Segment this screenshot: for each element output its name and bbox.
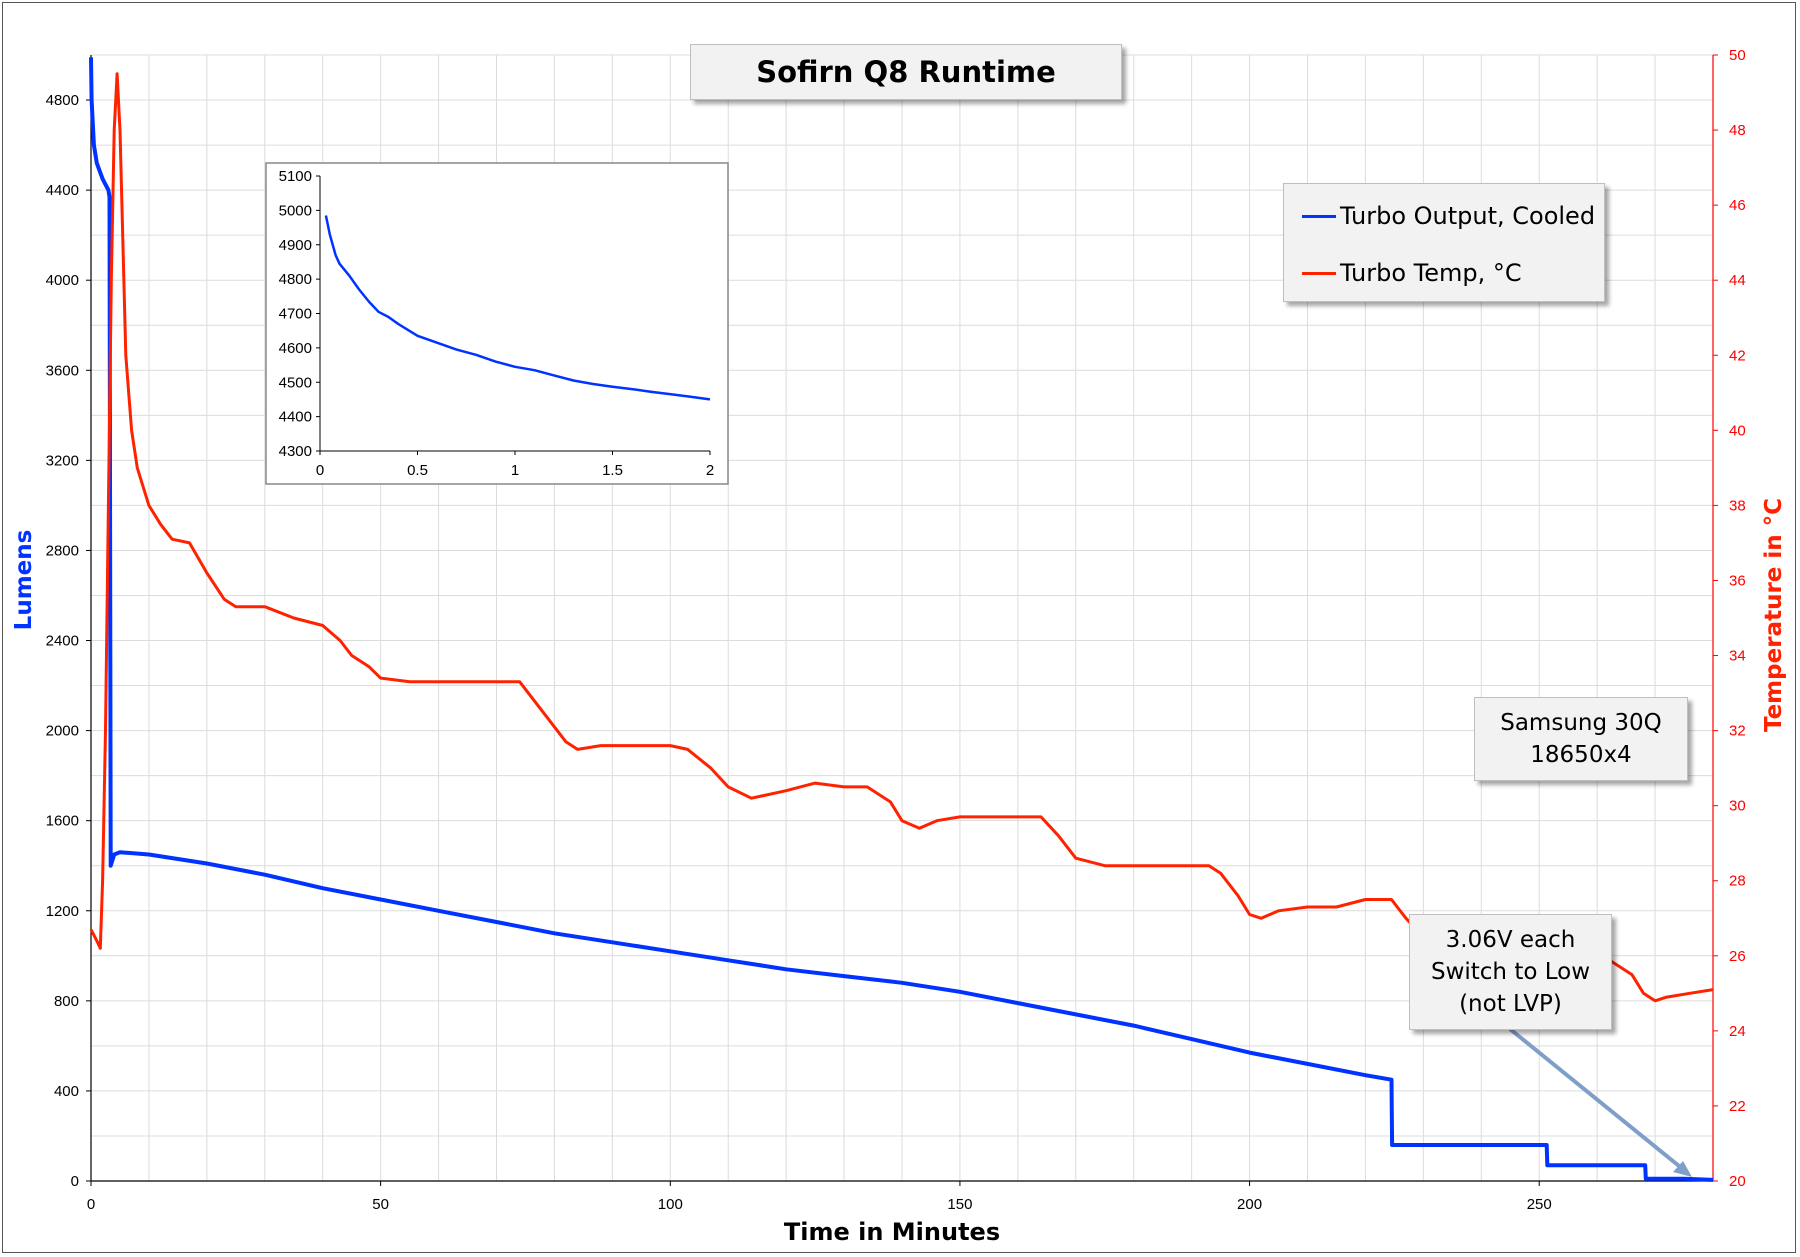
x-tick-label: 250: [1527, 1196, 1552, 1213]
inset-y-tick-label: 4700: [279, 306, 312, 323]
switch-arrow: [1508, 1027, 1692, 1177]
y-tick-label: 3200: [46, 452, 79, 469]
inset-x-tick-label: 0.5: [407, 462, 428, 479]
y2-tick-label: 24: [1729, 1023, 1746, 1040]
legend-label-temp: Turbo Temp, °C: [1340, 259, 1522, 287]
x-tick-label: 100: [658, 1196, 683, 1213]
y-tick-label: 1600: [46, 813, 79, 830]
y2-tick-label: 26: [1729, 948, 1746, 965]
inset-y-tick-label: 4800: [279, 271, 312, 288]
battery-annotation: Samsung 30Q 18650x4: [1474, 697, 1688, 781]
switch-line-3: (not LVP): [1459, 991, 1562, 1017]
x-tick-label: 200: [1237, 1196, 1262, 1213]
switch-line-2: Switch to Low: [1430, 959, 1591, 985]
y2-tick-label: 44: [1729, 272, 1746, 289]
switch-line-1: 3.06V each: [1445, 927, 1576, 953]
chart-title: Sofirn Q8 Runtime: [756, 55, 1056, 89]
y2-tick-label: 22: [1729, 1098, 1746, 1115]
inset-y-tick-label: 4600: [279, 340, 312, 357]
series-line-temp: [89, 72, 1714, 1003]
legend-swatch-output: [1302, 214, 1336, 218]
inset-x-tick-label: 1.5: [602, 462, 623, 479]
y2-axis-label: Temperature in °C: [1761, 498, 1787, 732]
y-tick-label: 4000: [46, 272, 79, 289]
inset-ticks: 4300 4400 4500 4600 4700 4800 4900 5000 5100 0 0.5…: [279, 168, 715, 479]
y-tick-label: 400: [54, 1083, 79, 1100]
y2-tick-label: 38: [1729, 497, 1746, 514]
y-axis-label: Lumens: [11, 530, 37, 631]
y2-tick-label: 36: [1729, 572, 1746, 589]
y2-tick-label: 32: [1729, 723, 1746, 740]
legend-label-output: Turbo Output, Cooled: [1340, 202, 1596, 230]
legend-entry-output: Turbo Output, Cooled: [1302, 199, 1595, 233]
inset-series-line-output: [324, 215, 711, 401]
switch-annotation: 3.06V each Switch to Low (not LVP): [1409, 914, 1612, 1030]
x-tick-label: 50: [372, 1196, 389, 1213]
x-axis-label: Time in Minutes: [784, 1218, 1000, 1246]
legend-entry-temp: Turbo Temp, °C: [1302, 256, 1522, 290]
main-axes: [90, 55, 1714, 1182]
inset-y-tick-label: 4900: [279, 237, 312, 254]
inset-x-tick-label: 2: [706, 462, 714, 479]
y-tick-label: 2000: [46, 723, 79, 740]
battery-line-1: Samsung 30Q: [1500, 710, 1662, 736]
y-tick-label: 1200: [46, 903, 79, 920]
y-tick-label: 0: [71, 1173, 79, 1190]
inset-y-tick-label: 4500: [279, 374, 312, 391]
y-tick-label: 4800: [46, 92, 79, 109]
inset-y-tick-label: 5100: [279, 168, 312, 185]
chart-title-box: Sofirn Q8 Runtime: [690, 44, 1122, 100]
main-ticks: 0400800120016002000240028003200360040004…: [46, 47, 1746, 1213]
switch-arrow-line: [1508, 1027, 1686, 1172]
inset-x-tick-label: 0: [316, 462, 324, 479]
inset-frame: [265, 162, 729, 485]
y2-tick-label: 28: [1729, 873, 1746, 890]
x-tick-label: 0: [87, 1196, 95, 1213]
y-tick-label: 2400: [46, 633, 79, 650]
y2-tick-label: 30: [1729, 798, 1746, 815]
series-line-output: [89, 57, 1714, 1182]
y2-tick-label: 20: [1729, 1173, 1746, 1190]
inset-y-tick-label: 4400: [279, 409, 312, 426]
y-tick-label: 800: [54, 993, 79, 1010]
y2-tick-label: 42: [1729, 347, 1746, 364]
inset-series: [324, 215, 711, 401]
inset-y-tick-label: 5000: [279, 202, 312, 219]
y2-tick-label: 34: [1729, 648, 1746, 665]
inset-chart: 4300 4400 4500 4600 4700 4800 4900 5000 5100 0 0.5…: [265, 162, 729, 485]
y2-tick-label: 50: [1729, 47, 1746, 64]
legend: Turbo Output, Cooled Turbo Temp, °C: [1283, 183, 1605, 302]
inset-x-tick-label: 1: [511, 462, 519, 479]
y-tick-label: 2800: [46, 542, 79, 559]
y2-tick-label: 46: [1729, 197, 1746, 214]
x-tick-label: 150: [947, 1196, 972, 1213]
y-tick-label: 4400: [46, 182, 79, 199]
legend-swatch-temp: [1302, 271, 1336, 275]
battery-line-2: 18650x4: [1530, 742, 1632, 768]
inset-y-tick-label: 4300: [279, 443, 312, 460]
y2-tick-label: 40: [1729, 422, 1746, 439]
y-tick-label: 3600: [46, 362, 79, 379]
switch-arrow-head: [1673, 1161, 1692, 1177]
y2-tick-label: 48: [1729, 122, 1746, 139]
main-series: [89, 57, 1714, 1182]
